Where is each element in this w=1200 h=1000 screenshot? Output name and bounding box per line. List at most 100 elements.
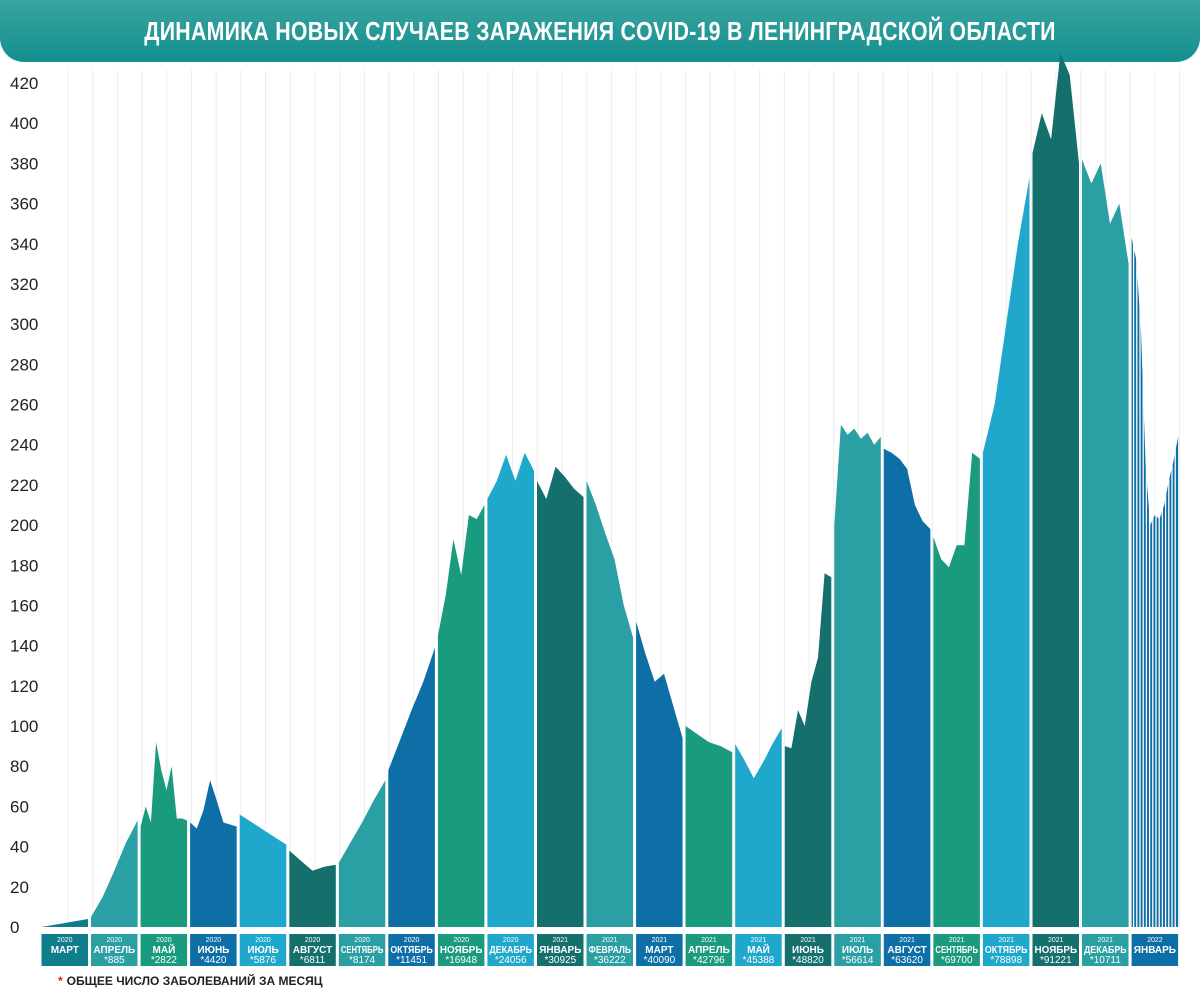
y-tick-label: 340 xyxy=(10,235,38,254)
area-month-2 xyxy=(140,742,188,927)
chart-title: ДИНАМИКА НОВЫХ СЛУЧАЕВ ЗАРАЖЕНИЯ COVID-1… xyxy=(144,16,1056,46)
month-year: 2021 xyxy=(800,937,816,944)
area-month-14 xyxy=(735,728,782,927)
area-month-12 xyxy=(636,621,683,927)
month-label-box xyxy=(190,934,237,966)
area-month-18 xyxy=(933,452,980,927)
area-month-8 xyxy=(437,505,485,927)
month-name: ИЮНЬ xyxy=(792,945,824,956)
month-label-box xyxy=(685,934,733,966)
y-tick-label: 20 xyxy=(10,878,29,897)
month-name: МАЙ xyxy=(153,943,176,956)
area-month-7 xyxy=(388,647,435,927)
y-tick-label: 280 xyxy=(10,355,38,374)
month-name: АПРЕЛЬ xyxy=(688,945,730,956)
area-month-20 xyxy=(1032,52,1079,927)
month-year: 2021 xyxy=(949,937,965,944)
area-month-3 xyxy=(190,780,237,927)
area-month-17 xyxy=(883,448,931,927)
month-label-box xyxy=(338,934,386,966)
month-labels: 2020МАРТ2020АПРЕЛЬ*8852020МАЙ*28222020ИЮ… xyxy=(41,934,1179,966)
y-tick-label: 140 xyxy=(10,637,38,656)
y-tick-label: 40 xyxy=(10,838,29,857)
month-name: МАРТ xyxy=(51,945,79,956)
month-year: 2022 xyxy=(1147,937,1163,944)
month-total: *42796 xyxy=(693,955,725,966)
month-label-box xyxy=(834,934,881,966)
month-name: НОЯБРЬ xyxy=(440,945,483,956)
month-total: *8174 xyxy=(349,955,376,966)
area-month-9 xyxy=(487,452,534,927)
month-name: ИЮЛЬ xyxy=(247,945,278,956)
month-label-box xyxy=(289,934,336,966)
month-total: *78898 xyxy=(990,955,1022,966)
y-tick-label: 160 xyxy=(10,596,38,615)
area-month-6 xyxy=(338,780,386,927)
month-name: АПРЕЛЬ xyxy=(93,945,135,956)
month-name: ДЕКАБРЬ xyxy=(1084,945,1127,956)
month-label-box xyxy=(1032,934,1079,966)
month-year: 2020 xyxy=(354,937,370,944)
month-name: МАЙ xyxy=(747,943,770,956)
month-year: 2021 xyxy=(1098,937,1114,944)
month-label-box xyxy=(537,934,584,966)
month-total: *5876 xyxy=(250,955,277,966)
area-month-5 xyxy=(289,850,336,927)
month-label-box xyxy=(239,934,287,966)
month-total: *30925 xyxy=(544,955,576,966)
month-total: *48820 xyxy=(792,955,824,966)
month-name: ЯНВАРЬ xyxy=(1134,945,1176,956)
month-label-box xyxy=(437,934,485,966)
month-total: *69700 xyxy=(941,955,973,966)
month-name: ОКТЯБРЬ xyxy=(985,945,1028,956)
month-label-box xyxy=(1082,934,1129,966)
area-month-10 xyxy=(537,466,584,927)
y-tick-label: 220 xyxy=(10,476,38,495)
month-label-box xyxy=(140,934,188,966)
month-year: 2020 xyxy=(503,937,519,944)
month-label-box xyxy=(933,934,980,966)
area-month-21 xyxy=(1082,159,1129,927)
month-name: СЕНТЯБРЬ xyxy=(935,945,978,956)
month-label-box xyxy=(91,934,138,966)
y-tick-label: 260 xyxy=(10,396,38,415)
footnote: * ОБЩЕЕ ЧИСЛО ЗАБОЛЕВАНИЙ ЗА МЕСЯЦ xyxy=(58,974,323,988)
month-year: 2020 xyxy=(107,937,123,944)
month-total: *45388 xyxy=(743,955,775,966)
month-year: 2021 xyxy=(751,937,767,944)
monthly-areas xyxy=(41,52,1179,927)
y-tick-label: 80 xyxy=(10,757,29,776)
y-tick-label: 380 xyxy=(10,154,38,173)
month-total: *4420 xyxy=(200,955,227,966)
month-label-box xyxy=(636,934,683,966)
area-month-1 xyxy=(91,820,138,927)
month-label-box xyxy=(982,934,1030,966)
month-label-box xyxy=(487,934,534,966)
month-total: *56614 xyxy=(842,955,874,966)
month-label-box xyxy=(1131,934,1179,966)
area-month-13 xyxy=(685,726,733,927)
month-name: АВГУСТ xyxy=(887,945,926,956)
y-tick-label: 100 xyxy=(10,717,38,736)
month-name: СЕНТЯБРЬ xyxy=(341,945,384,956)
month-name: ОКТЯБРЬ xyxy=(390,945,433,956)
month-label-box xyxy=(586,934,633,966)
month-year: 2021 xyxy=(1048,937,1064,944)
y-tick-label: 60 xyxy=(10,797,29,816)
month-name: АВГУСТ xyxy=(293,945,332,956)
y-tick-label: 120 xyxy=(10,677,38,696)
month-year: 2021 xyxy=(998,937,1014,944)
month-year: 2021 xyxy=(602,937,618,944)
area-month-11 xyxy=(586,480,634,927)
month-name: ИЮНЬ xyxy=(197,945,229,956)
month-total: *40090 xyxy=(644,955,676,966)
month-name: ФЕВРАЛЬ xyxy=(589,945,632,956)
month-year: 2020 xyxy=(255,937,271,944)
y-tick-label: 400 xyxy=(10,114,38,133)
y-tick-label: 420 xyxy=(10,74,38,93)
month-year: 2020 xyxy=(206,937,222,944)
month-year: 2021 xyxy=(652,937,668,944)
month-name: ЯНВАРЬ xyxy=(539,945,581,956)
area-month-19 xyxy=(982,177,1030,927)
